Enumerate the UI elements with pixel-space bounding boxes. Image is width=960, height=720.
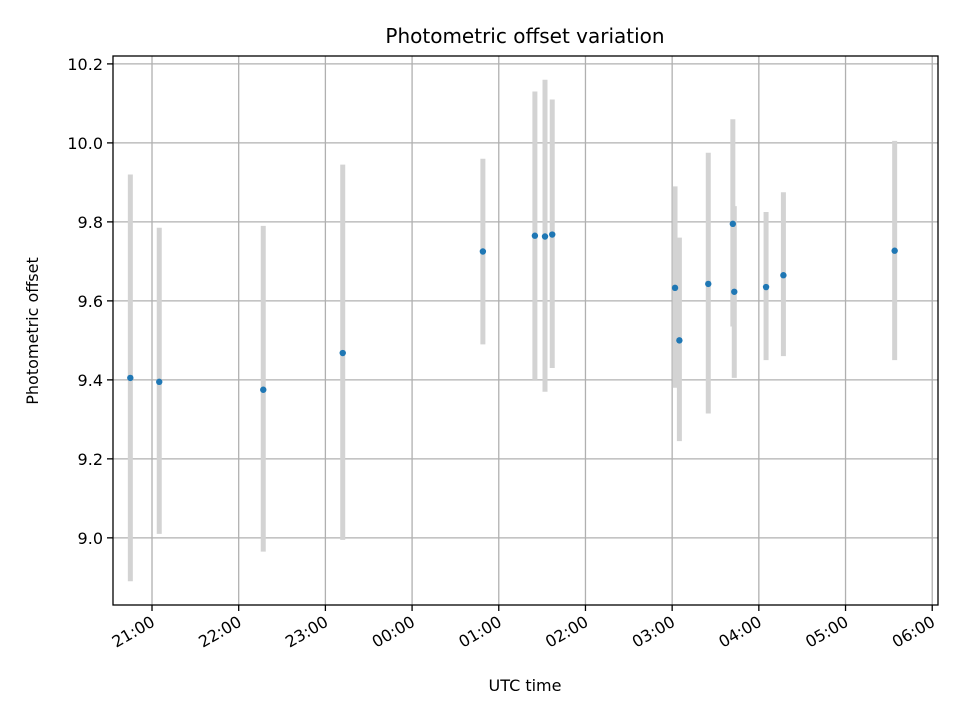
- data-point: [731, 288, 738, 295]
- data-point: [729, 220, 737, 228]
- data-point: [156, 378, 163, 386]
- y-tick-label: 9.6: [78, 292, 103, 311]
- y-tick-label: 9.4: [78, 371, 103, 390]
- error-bars: [127, 79, 898, 582]
- x-tick-label: 05:00: [802, 612, 851, 652]
- data-points: [127, 220, 898, 393]
- data-point: [891, 247, 898, 254]
- x-tick-label: 03:00: [629, 612, 678, 652]
- x-tick-label: 04:00: [715, 612, 764, 652]
- data-point: [260, 386, 267, 393]
- x-tick-label: 00:00: [369, 612, 418, 652]
- chart-title: Photometric offset variation: [385, 24, 664, 48]
- data-point: [339, 349, 346, 357]
- data-point: [541, 233, 549, 240]
- x-tick-label: 01:00: [455, 612, 504, 652]
- x-tick-label: 21:00: [109, 612, 158, 652]
- x-tick-label: 06:00: [889, 612, 938, 652]
- y-tick-label: 9.2: [78, 450, 103, 469]
- plot-frame: [112, 55, 939, 606]
- data-point: [549, 231, 556, 238]
- data-point: [531, 232, 539, 239]
- data-point: [676, 337, 683, 344]
- x-axis-ticks: 21:00 22:00 23:00 00:00 01:00 02:00 03:00 04:00…: [109, 605, 938, 652]
- y-tick-label: 9.8: [78, 213, 103, 232]
- data-point: [762, 283, 770, 291]
- data-point: [127, 374, 134, 382]
- data-point: [705, 280, 712, 288]
- x-axis-title: UTC time: [489, 676, 562, 695]
- data-point: [671, 284, 679, 292]
- x-tick-label: 23:00: [282, 612, 331, 652]
- data-point: [780, 272, 787, 279]
- y-tick-label: 10.0: [67, 134, 103, 153]
- data-point: [479, 248, 487, 255]
- x-tick-label: 02:00: [542, 612, 591, 652]
- grid-lines: [113, 56, 938, 605]
- y-axis-title: Photometric offset: [23, 257, 42, 405]
- x-tick-label: 22:00: [195, 612, 244, 652]
- y-tick-label: 9.0: [78, 529, 103, 548]
- y-axis-ticks: 9.0 9.2 9.4 9.6 9.8 10.0 10.2: [67, 55, 113, 548]
- y-tick-label: 10.2: [67, 55, 103, 74]
